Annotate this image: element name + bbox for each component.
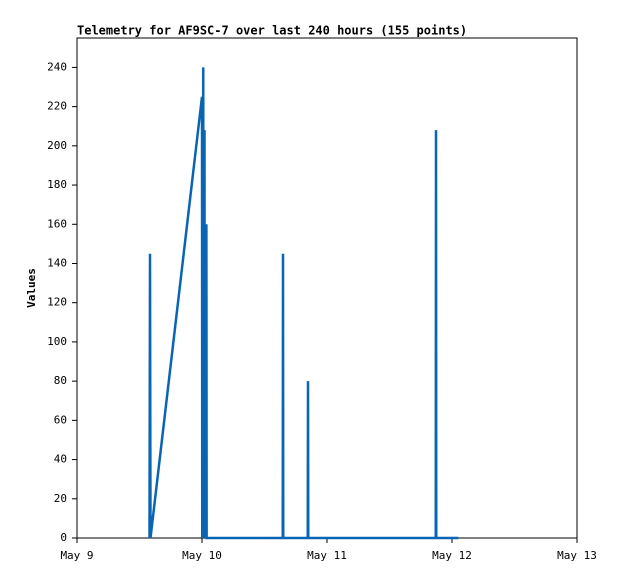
y-tick-label: 220: [47, 100, 67, 113]
x-tick-label: May 9: [60, 549, 93, 562]
y-axis-label: Values: [25, 268, 38, 308]
y-tick-label: 20: [54, 492, 67, 505]
y-tick-label: 120: [47, 296, 67, 309]
y-tick-label: 240: [47, 60, 67, 73]
y-tick-label: 180: [47, 178, 67, 191]
x-tick-label: May 10: [182, 549, 222, 562]
series-line: [148, 67, 459, 540]
y-tick-label: 140: [47, 256, 67, 269]
y-tick-label: 100: [47, 335, 67, 348]
y-tick-label: 200: [47, 139, 67, 152]
x-tick-label: May 12: [432, 549, 472, 562]
chart-title: Telemetry for AF9SC-7 over last 240 hour…: [77, 24, 467, 38]
x-tick-label: May 11: [307, 549, 347, 562]
y-tick-label: 0: [60, 531, 67, 544]
x-tick-label: May 13: [557, 549, 597, 562]
y-tick-label: 60: [54, 413, 67, 426]
y-tick-label: 160: [47, 217, 67, 230]
y-tick-label: 40: [54, 453, 67, 466]
y-tick-label: 80: [54, 374, 67, 387]
